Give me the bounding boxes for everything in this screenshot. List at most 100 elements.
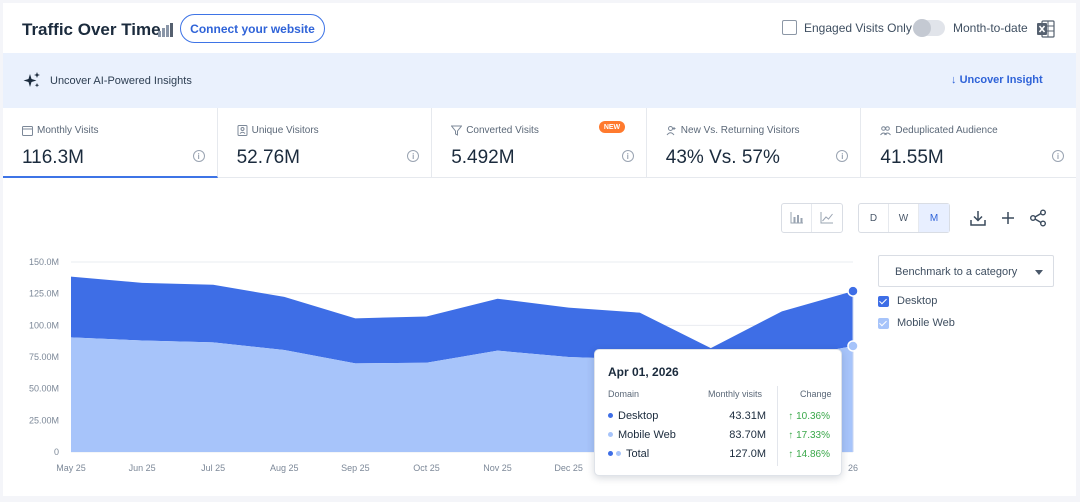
info-icon[interactable]: i: [192, 150, 205, 162]
checkbox-checked-icon: [878, 317, 889, 329]
y-tick-label: 125.0M: [29, 289, 59, 299]
users-icon: [880, 126, 892, 136]
tooltip-row-total: Total 127.0M ↑ 14.86%: [608, 448, 833, 464]
metric-deduplicated-audience[interactable]: Deduplicated Audience 41.55M i: [861, 108, 1076, 178]
legend-item-mobile-web[interactable]: Mobile Web: [878, 316, 955, 330]
engaged-visits-label: Engaged Visits Only: [804, 21, 912, 35]
tooltip-row-change: ↑ 10.36%: [788, 411, 830, 422]
x-tick-label: Aug 25: [270, 463, 299, 473]
engaged-visits-checkbox[interactable]: [782, 20, 797, 35]
insight-text: Uncover AI-Powered Insights: [50, 75, 192, 87]
y-tick-label: 150.0M: [29, 257, 59, 267]
tooltip-col-domain: Domain: [608, 389, 640, 399]
caret-down-icon: [1035, 270, 1043, 275]
desktop-point[interactable]: [847, 285, 859, 297]
info-icon[interactable]: i: [1051, 150, 1064, 162]
x-tick-label: Oct 25: [413, 463, 440, 473]
calendar-icon: [22, 126, 33, 136]
month-to-date-label: Month-to-date: [953, 21, 1028, 35]
user-badge-icon: [237, 125, 248, 136]
header: Traffic Over Time Connect your website E…: [3, 3, 1076, 53]
sparkle-icon: [23, 72, 40, 88]
metric-value: 41.55M: [880, 147, 944, 168]
arrow-down-icon: ↓: [951, 74, 960, 86]
info-icon[interactable]: i: [407, 150, 420, 162]
legend-label: Desktop: [897, 295, 938, 307]
tooltip-divider: [777, 386, 778, 466]
legend-item-desktop[interactable]: Desktop: [878, 294, 937, 308]
add-icon[interactable]: [998, 208, 1018, 228]
excel-icon[interactable]: [1036, 19, 1056, 39]
mobile-web-point[interactable]: [847, 340, 859, 352]
metric-monthly-visits[interactable]: Monthly Visits 116.3M i: [3, 108, 218, 178]
tooltip-date: Apr 01, 2026: [608, 365, 679, 379]
info-icon[interactable]: i: [836, 150, 849, 162]
page-title: Traffic Over Time: [22, 20, 161, 39]
metrics-row: Monthly Visits 116.3M i Unique Visitors …: [3, 108, 1076, 178]
granularity-toggle: D W M: [858, 203, 950, 233]
checkbox-checked-icon: [878, 295, 889, 307]
connect-website-button[interactable]: Connect your website: [180, 14, 325, 43]
benchmark-label: Benchmark to a category: [895, 266, 1018, 278]
granularity-month-button[interactable]: M: [919, 204, 949, 232]
tooltip-row-name: Desktop: [618, 410, 659, 422]
x-tick-label: Dec 25: [554, 463, 583, 473]
metric-label: New Vs. Returning Visitors: [680, 125, 800, 136]
granularity-week-button[interactable]: W: [889, 204, 919, 232]
bar-chart-type-icon: [790, 212, 803, 224]
mobile-dot-icon: [608, 431, 613, 437]
x-tick-label: Sep 25: [341, 463, 370, 473]
change-value: 17.33%: [796, 430, 830, 441]
tooltip-col-visits: Monthly visits: [708, 389, 763, 399]
chart-type-toggle: [781, 203, 843, 233]
change-value: 10.36%: [796, 411, 830, 422]
bar-chart-button[interactable]: [782, 204, 812, 232]
tooltip-row-desktop: Desktop 43.31M ↑ 10.36%: [608, 410, 833, 426]
metric-new-vs-returning[interactable]: New Vs. Returning Visitors 43% Vs. 57% i: [647, 108, 862, 178]
user-plus-icon: [666, 126, 676, 136]
share-icon[interactable]: [1028, 208, 1048, 228]
new-badge: NEW: [599, 121, 625, 133]
metric-unique-visitors[interactable]: Unique Visitors 52.76M i: [218, 108, 433, 178]
granularity-day-button[interactable]: D: [859, 204, 889, 232]
x-tick-label: May 25: [56, 463, 86, 473]
benchmark-dropdown[interactable]: Benchmark to a category: [878, 255, 1054, 287]
metric-value: 116.3M: [22, 147, 84, 168]
download-icon[interactable]: [968, 208, 988, 228]
desktop-dot-icon: [608, 412, 613, 418]
metric-label: Converted Visits: [466, 125, 539, 136]
tooltip-row-change: ↑ 17.33%: [788, 430, 830, 441]
y-tick-label: 100.0M: [29, 320, 59, 330]
metric-label: Unique Visitors: [251, 125, 319, 136]
desktop-dot-icon: [608, 450, 613, 456]
chart-tooltip: Apr 01, 2026 Domain Monthly visits Chang…: [594, 349, 842, 476]
line-chart-button[interactable]: [812, 204, 842, 232]
info-icon[interactable]: i: [621, 150, 634, 162]
y-tick-label: 50.00M: [29, 384, 59, 394]
metric-converted-visits[interactable]: Converted Visits 5.492M i: [432, 108, 647, 178]
tooltip-col-change: Change: [800, 389, 832, 399]
desktop-area: [71, 276, 853, 370]
tooltip-row-value: 43.31M: [729, 410, 766, 422]
month-to-date-toggle[interactable]: [913, 19, 945, 37]
tooltip-row-name: Total: [626, 448, 650, 460]
tooltip-row-change: ↑ 14.86%: [788, 449, 830, 460]
y-tick-label: 0: [54, 447, 59, 457]
mobile-dot-icon: [616, 450, 621, 456]
metric-value: 52.76M: [236, 147, 300, 168]
tooltip-row-value: 83.70M: [729, 429, 766, 441]
uncover-insight-button[interactable]: ↓ Uncover Insight: [951, 74, 1043, 86]
metric-value: 43% Vs. 57%: [665, 147, 780, 168]
tooltip-row-name: Mobile Web: [618, 429, 676, 441]
change-value: 14.86%: [796, 449, 830, 460]
x-tick-label: Jun 25: [129, 463, 156, 473]
uncover-insight-label: Uncover Insight: [959, 74, 1043, 86]
metric-label: Monthly Visits: [37, 125, 99, 136]
bar-chart-icon: [158, 23, 174, 37]
metric-value: 5.492M: [451, 147, 515, 168]
x-tick-label: Nov 25: [483, 463, 512, 473]
funnel-icon: [451, 125, 463, 136]
x-tick-label: Jul 25: [201, 463, 225, 473]
y-tick-label: 25.00M: [29, 415, 59, 425]
